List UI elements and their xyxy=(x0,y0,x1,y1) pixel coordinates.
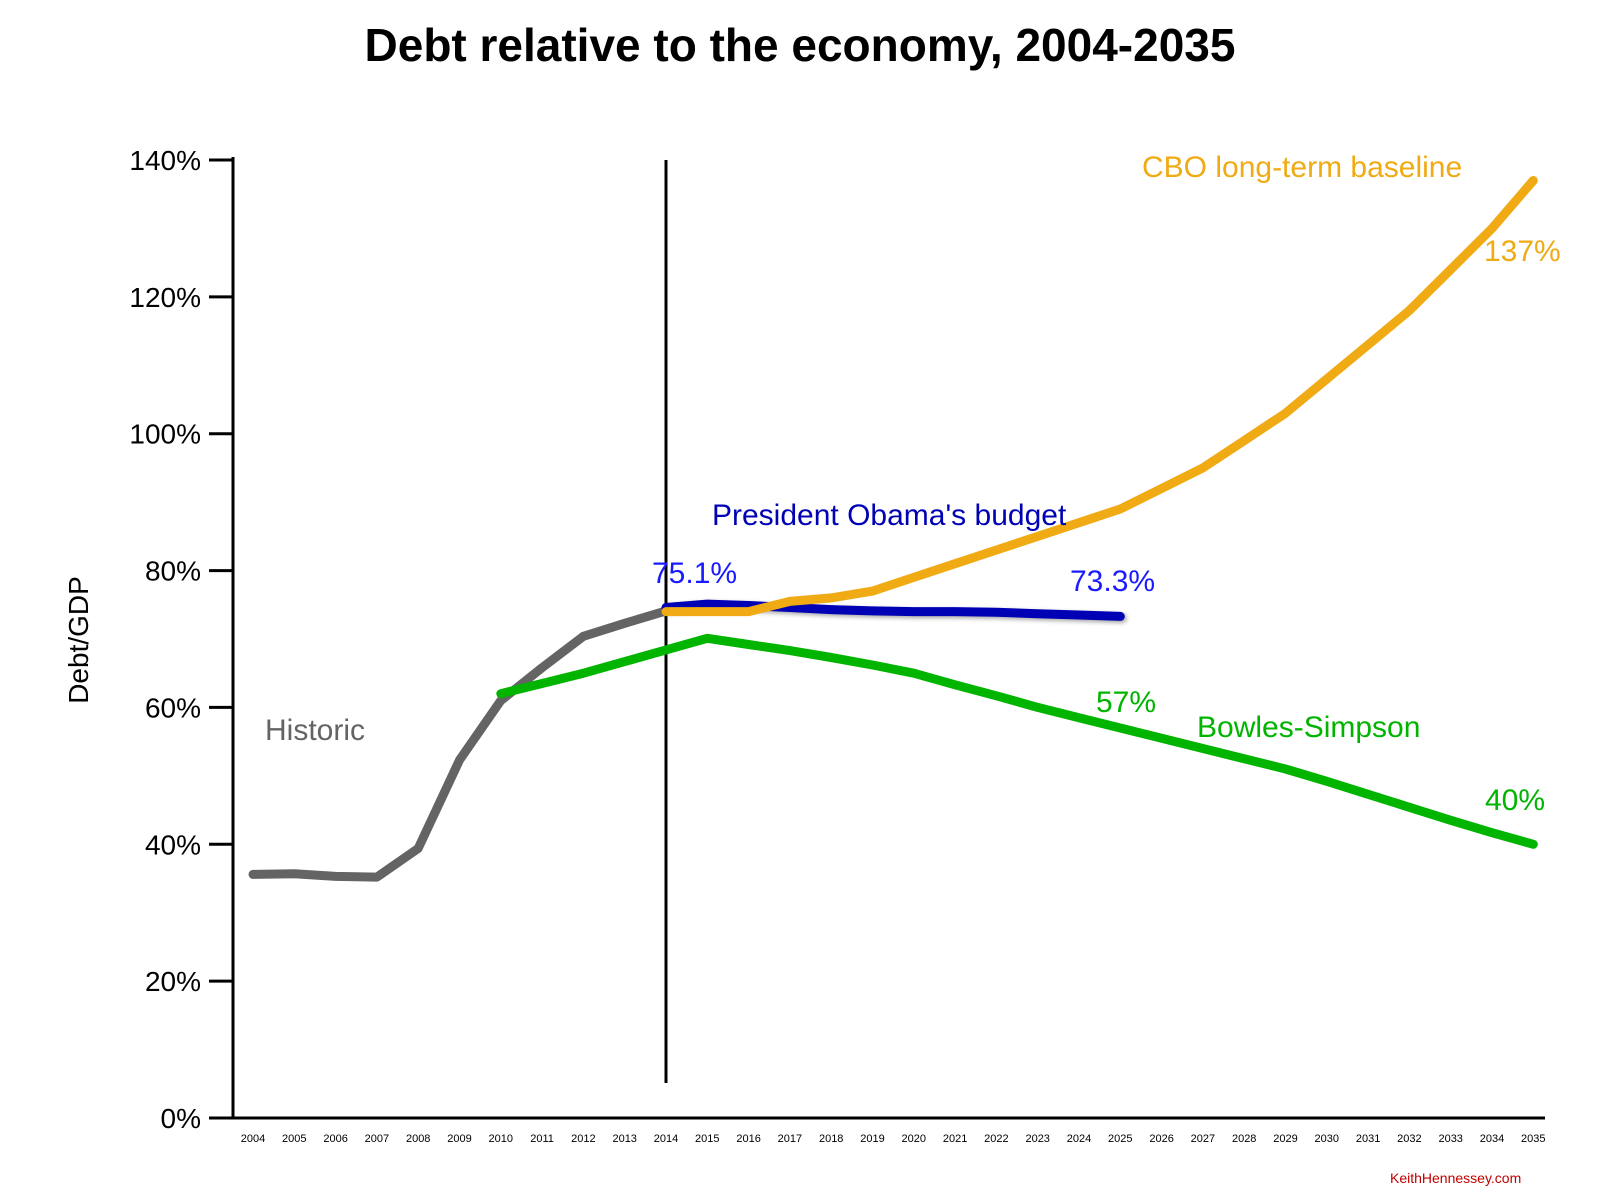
x-tick-label: 2033 xyxy=(1438,1133,1462,1145)
cbo-baseline-label: CBO long-term baseline xyxy=(1142,151,1462,184)
x-tick-label: 2007 xyxy=(365,1133,389,1145)
x-tick-label: 2013 xyxy=(612,1133,636,1145)
x-tick-label: 2016 xyxy=(736,1133,760,1145)
y-tick-label: 100% xyxy=(129,419,201,450)
x-tick-label: 2015 xyxy=(695,1133,719,1145)
obama-2025-value-label: 73.3% xyxy=(1070,565,1155,598)
y-tick-label: 40% xyxy=(145,829,201,860)
bowles-simpson-label: Bowles-Simpson xyxy=(1197,711,1420,744)
axes xyxy=(231,157,1545,1120)
y-tick-label: 140% xyxy=(129,145,201,176)
x-tick-label: 2005 xyxy=(282,1133,306,1145)
x-tick-label: 2028 xyxy=(1232,1133,1256,1145)
series-line-obama-budget xyxy=(661,599,1125,621)
series-lines xyxy=(248,176,1538,882)
x-tick-label: 2004 xyxy=(241,1133,265,1145)
x-tick-label: 2034 xyxy=(1480,1133,1504,1145)
x-tick-label: 2031 xyxy=(1356,1133,1380,1145)
x-tick-label: 2017 xyxy=(778,1133,802,1145)
historic-label: Historic xyxy=(265,714,365,747)
y-tick-label: 80% xyxy=(145,556,201,587)
x-tick-label: 2030 xyxy=(1315,1133,1339,1145)
x-tick-label: 2023 xyxy=(1025,1133,1049,1145)
x-tick-label: 2011 xyxy=(530,1133,554,1145)
y-tick-label: 120% xyxy=(129,282,201,313)
x-tick-label: 2019 xyxy=(860,1133,884,1145)
ticks: 0% 20% 40% 60% 80% 100% 120% 140% 2004 2005 2006 20… xyxy=(129,145,1545,1145)
x-tick-label: 2014 xyxy=(654,1133,678,1145)
x-tick-label: 2020 xyxy=(902,1133,926,1145)
y-tick-label: 60% xyxy=(145,692,201,723)
obama-budget-label: President Obama's budget xyxy=(712,499,1067,532)
cbo-2035-value-label: 137% xyxy=(1484,235,1561,268)
x-tick-label: 2006 xyxy=(323,1133,347,1145)
x-tick-label: 2009 xyxy=(447,1133,471,1145)
x-tick-label: 2018 xyxy=(819,1133,843,1145)
bowles-simpson-2035-value-label: 40% xyxy=(1485,784,1545,817)
annotations: Historic President Obama's budget 75.1% 73.… xyxy=(265,151,1561,817)
y-tick-label: 0% xyxy=(161,1103,201,1134)
x-tick-label: 2029 xyxy=(1273,1133,1297,1145)
x-tick-label: 2021 xyxy=(943,1133,967,1145)
x-tick-label: 2022 xyxy=(984,1133,1008,1145)
source-credit: KeithHennessey.com xyxy=(1390,1170,1522,1186)
y-tick-label: 20% xyxy=(145,966,201,997)
x-tick-label: 2012 xyxy=(571,1133,595,1145)
x-tick-label: 2010 xyxy=(489,1133,513,1145)
chart-title: Debt relative to the economy, 2004-2035 xyxy=(364,19,1236,71)
series-line-historic xyxy=(248,606,671,882)
series-line-cbo-baseline xyxy=(661,176,1538,617)
x-tick-label: 2024 xyxy=(1067,1133,1091,1145)
x-tick-label: 2032 xyxy=(1397,1133,1421,1145)
obama-2015-value-label: 75.1% xyxy=(652,557,737,590)
x-tick-label: 2026 xyxy=(1149,1133,1173,1145)
x-tick-label: 2025 xyxy=(1108,1133,1132,1145)
x-tick-label: 2035 xyxy=(1521,1133,1545,1145)
series-line-bowles-simpson xyxy=(496,633,1538,849)
x-tick-label: 2027 xyxy=(1191,1133,1215,1145)
x-tick-label: 2008 xyxy=(406,1133,430,1145)
bowles-simpson-2025-value-label: 57% xyxy=(1096,686,1156,719)
y-axis-label: Debt/GDP xyxy=(63,576,94,704)
